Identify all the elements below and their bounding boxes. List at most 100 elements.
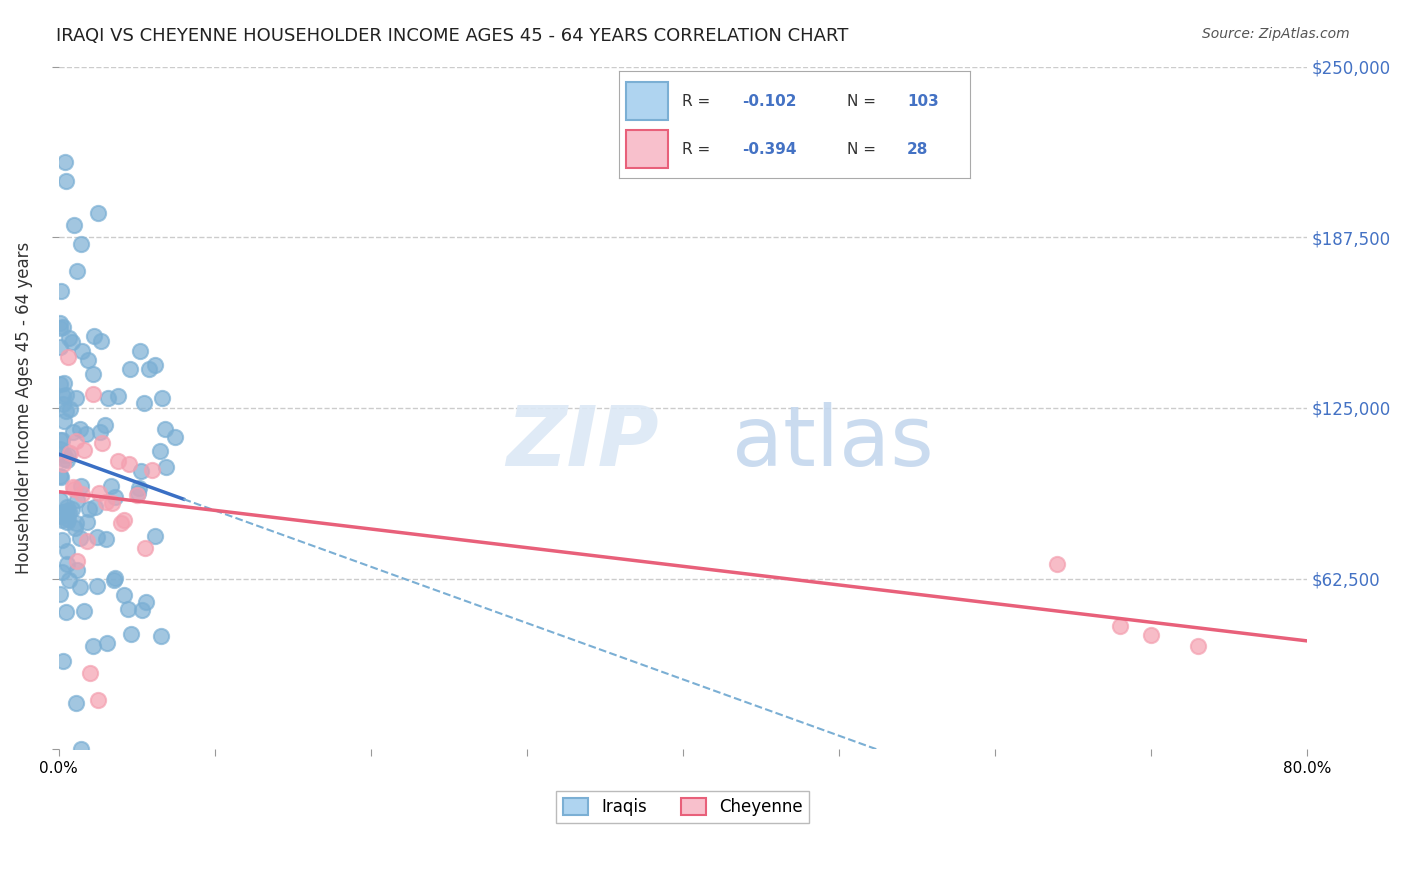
Iraqis bbox=[49, 508, 72, 523]
Iraqis bbox=[58, 573, 80, 587]
Iraqis bbox=[104, 490, 127, 504]
Iraqis bbox=[55, 174, 77, 188]
Iraqis bbox=[149, 444, 172, 458]
Cheyenne bbox=[141, 463, 163, 477]
Iraqis bbox=[58, 505, 80, 519]
Iraqis bbox=[112, 589, 135, 603]
Iraqis bbox=[94, 418, 117, 433]
Iraqis bbox=[89, 334, 111, 348]
Iraqis bbox=[163, 430, 186, 444]
Cheyenne bbox=[63, 483, 86, 497]
Cheyenne bbox=[73, 443, 96, 458]
Iraqis bbox=[66, 493, 89, 508]
Iraqis bbox=[87, 205, 110, 219]
Cheyenne bbox=[100, 495, 122, 509]
Text: IRAQI VS CHEYENNE HOUSEHOLDER INCOME AGES 45 - 64 YEARS CORRELATION CHART: IRAQI VS CHEYENNE HOUSEHOLDER INCOME AGE… bbox=[56, 27, 849, 45]
Iraqis bbox=[52, 448, 75, 462]
Iraqis bbox=[55, 504, 77, 518]
Cheyenne bbox=[91, 435, 114, 450]
Iraqis bbox=[153, 422, 176, 436]
Iraqis bbox=[75, 426, 97, 441]
Iraqis bbox=[51, 433, 73, 447]
Iraqis bbox=[103, 573, 125, 587]
Iraqis bbox=[49, 317, 72, 331]
Iraqis bbox=[53, 452, 76, 467]
Iraqis bbox=[129, 464, 152, 478]
Cheyenne bbox=[110, 516, 132, 530]
Iraqis bbox=[70, 344, 93, 359]
Iraqis bbox=[128, 482, 150, 496]
Iraqis bbox=[49, 377, 72, 392]
Iraqis bbox=[129, 344, 152, 359]
Iraqis bbox=[56, 544, 79, 558]
Cheyenne bbox=[134, 541, 156, 555]
Cheyenne bbox=[118, 457, 141, 471]
Iraqis bbox=[73, 604, 96, 618]
Iraqis bbox=[117, 602, 139, 616]
Iraqis bbox=[56, 557, 79, 571]
Iraqis bbox=[83, 500, 105, 514]
Iraqis bbox=[60, 334, 83, 349]
Iraqis bbox=[65, 391, 87, 405]
Iraqis bbox=[49, 284, 72, 298]
Iraqis bbox=[52, 654, 75, 668]
Iraqis bbox=[69, 237, 91, 252]
Iraqis bbox=[66, 264, 89, 278]
Iraqis bbox=[132, 396, 155, 410]
Iraqis bbox=[52, 319, 75, 334]
Iraqis bbox=[69, 479, 91, 493]
Iraqis bbox=[138, 362, 160, 376]
Iraqis bbox=[51, 565, 73, 579]
Iraqis bbox=[63, 218, 86, 232]
Text: N =: N = bbox=[846, 142, 882, 157]
Iraqis bbox=[86, 530, 108, 544]
Iraqis bbox=[59, 402, 82, 417]
Iraqis bbox=[49, 442, 72, 456]
Iraqis bbox=[143, 359, 166, 373]
Iraqis bbox=[52, 389, 75, 403]
Iraqis bbox=[69, 531, 91, 545]
Iraqis bbox=[65, 516, 87, 530]
Iraqis bbox=[53, 155, 76, 169]
Iraqis bbox=[52, 413, 75, 427]
Iraqis bbox=[150, 629, 173, 643]
Iraqis bbox=[131, 603, 153, 617]
Iraqis bbox=[63, 521, 86, 535]
Cheyenne bbox=[66, 554, 89, 568]
Iraqis bbox=[55, 404, 77, 418]
Iraqis bbox=[49, 493, 72, 508]
Iraqis bbox=[127, 485, 149, 500]
Iraqis bbox=[49, 469, 72, 483]
Iraqis bbox=[96, 636, 118, 650]
Iraqis bbox=[55, 388, 77, 402]
Cheyenne bbox=[82, 387, 104, 401]
Cheyenne bbox=[79, 665, 101, 680]
Cheyenne bbox=[62, 480, 84, 494]
Iraqis bbox=[60, 502, 83, 516]
Cheyenne bbox=[112, 513, 135, 527]
Iraqis bbox=[66, 563, 89, 577]
Iraqis bbox=[97, 391, 120, 405]
Iraqis bbox=[56, 453, 79, 467]
Iraqis bbox=[69, 422, 91, 436]
Legend: Iraqis, Cheyenne: Iraqis, Cheyenne bbox=[557, 791, 808, 823]
Iraqis bbox=[51, 533, 73, 548]
Iraqis bbox=[49, 340, 72, 354]
Iraqis bbox=[143, 529, 166, 543]
Iraqis bbox=[56, 448, 79, 462]
Cheyenne bbox=[125, 488, 148, 502]
Iraqis bbox=[104, 571, 127, 585]
Text: -0.102: -0.102 bbox=[742, 94, 796, 109]
Cheyenne bbox=[59, 446, 82, 460]
Iraqis bbox=[89, 425, 111, 439]
Text: R =: R = bbox=[682, 142, 716, 157]
Iraqis bbox=[56, 500, 79, 515]
Text: ZIP: ZIP bbox=[506, 401, 659, 483]
Iraqis bbox=[56, 512, 79, 526]
Cheyenne bbox=[107, 454, 129, 468]
Text: Source: ZipAtlas.com: Source: ZipAtlas.com bbox=[1202, 27, 1350, 41]
Text: -0.394: -0.394 bbox=[742, 142, 796, 157]
Cheyenne bbox=[1046, 557, 1069, 571]
Iraqis bbox=[58, 331, 80, 345]
Cheyenne bbox=[94, 495, 117, 509]
